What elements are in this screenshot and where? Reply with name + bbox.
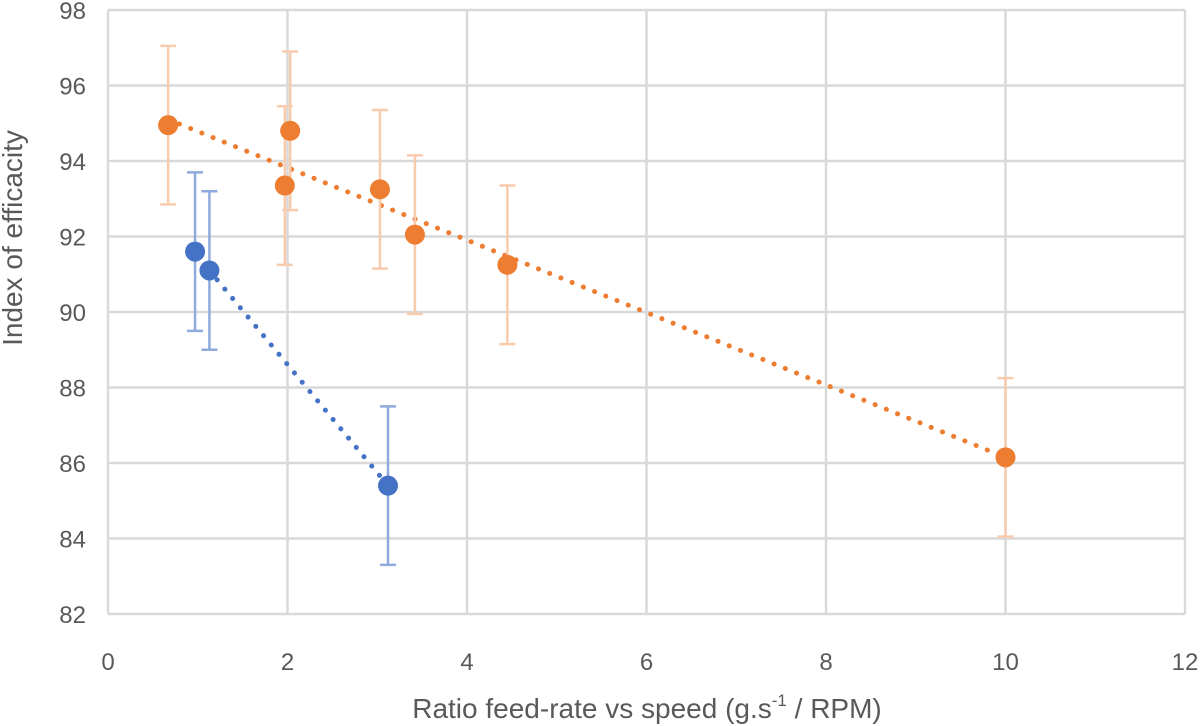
y-tick-label: 82 — [59, 602, 86, 629]
trendlines — [165, 116, 1008, 489]
blue-trendline — [206, 267, 391, 489]
x-axis-title-main: Ratio feed-rate vs speed (g.s — [412, 693, 772, 724]
grid — [106, 8, 1187, 616]
x-tick-label: 4 — [460, 649, 473, 676]
x-tick-label: 8 — [819, 649, 832, 676]
tick-labels: 82 84 86 88 90 92 94 96 98 0 2 4 6 8 10 12 — [59, 0, 1198, 676]
x-tick-label: 0 — [101, 649, 114, 676]
x-axis-title: Ratio feed-rate vs speed (g.s-1 / RPM) — [412, 691, 882, 724]
y-tick-label: 90 — [59, 300, 86, 327]
x-axis-title-suffix: / RPM) — [787, 693, 882, 724]
blue-data-point — [185, 241, 206, 262]
y-tick-label: 94 — [59, 149, 86, 176]
orange-data-point — [995, 447, 1016, 468]
x-tick-label: 6 — [640, 649, 653, 676]
y-tick-label: 86 — [59, 451, 86, 478]
y-axis-title: Index of efficacity — [0, 130, 28, 346]
x-tick-label: 10 — [992, 649, 1019, 676]
orange-data-point — [274, 175, 295, 196]
blue-data-point — [199, 260, 220, 281]
x-axis-title-superscript: -1 — [772, 691, 787, 710]
orange-data-point — [158, 115, 179, 136]
orange-trendline — [165, 116, 1008, 460]
y-tick-label: 92 — [59, 225, 86, 252]
x-tick-label: 2 — [281, 649, 294, 676]
y-tick-label: 88 — [59, 376, 86, 403]
orange-data-point — [497, 254, 518, 275]
x-tick-label: 12 — [1172, 649, 1199, 676]
orange-data-point — [404, 224, 425, 245]
data-points — [158, 115, 1016, 496]
orange-data-point — [369, 179, 390, 200]
orange-data-point — [280, 120, 301, 141]
y-tick-label: 96 — [59, 74, 86, 101]
y-tick-label: 98 — [59, 0, 86, 25]
y-tick-label: 84 — [59, 527, 86, 554]
blue-data-point — [378, 475, 399, 496]
